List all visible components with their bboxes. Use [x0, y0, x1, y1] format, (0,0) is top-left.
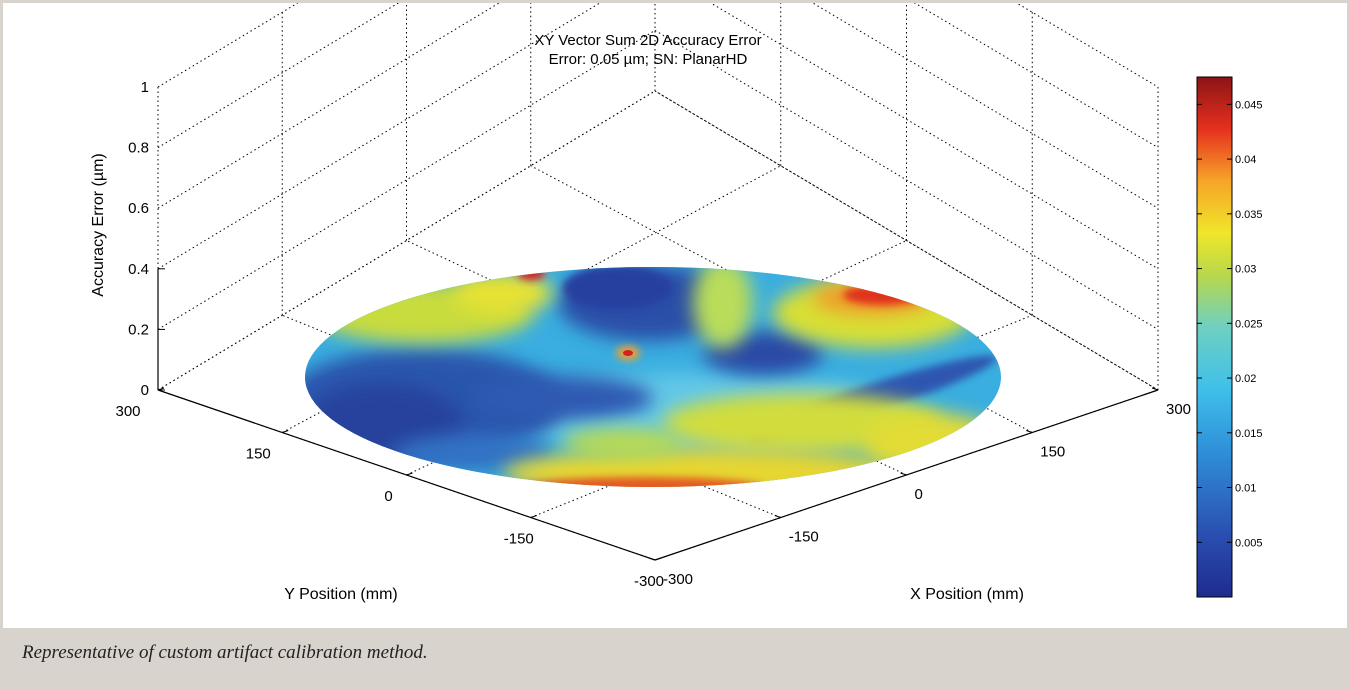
colorbar-tick-label: 0.015	[1235, 428, 1263, 440]
colorbar: 0.005 0.01 0.015 0.02 0.025 0.03 0.035 0.04 0.04…	[1196, 76, 1263, 598]
colorbar-tick-label: 0.01	[1235, 483, 1256, 495]
error-surface	[305, 267, 1001, 487]
z-tick-label: 0.2	[128, 321, 149, 338]
grid-line	[157, 0, 405, 149]
y-tick-label: 150	[246, 446, 271, 463]
x-axis-label: X Position (mm)	[910, 586, 1024, 603]
y-tick-label: -150	[504, 531, 534, 548]
y-tick-label: 0	[384, 488, 392, 505]
chart-figure: XY Vector Sum 2D Accuracy Error Error: 0…	[3, 0, 1347, 625]
grid-line	[806, 0, 1159, 209]
colorbar-tick-label: 0.03	[1235, 264, 1256, 276]
z-axis-label: Accuracy Error (µm)	[90, 153, 107, 296]
caption-bar	[0, 628, 1350, 689]
grid-line	[704, 0, 1159, 270]
grid-line	[908, 0, 1159, 149]
z-tick-label: 0.8	[128, 140, 149, 157]
y-axis-label: Y Position (mm)	[284, 586, 398, 603]
grid-line	[406, 240, 907, 476]
x-tick-label: 150	[1040, 444, 1065, 461]
chart-title: XY Vector Sum 2D Accuracy Error	[534, 32, 761, 49]
grid-line	[654, 29, 1159, 330]
grid-line	[654, 90, 1159, 391]
colorbar-gradient	[1196, 76, 1233, 598]
z-tick-label: 0.6	[128, 200, 149, 217]
colorbar-tick-label: 0.02	[1235, 373, 1256, 385]
z-tick-label: 0.4	[128, 261, 149, 278]
axis-ticks: 3001500-150-300-300-150015030000.20.40.6…	[115, 79, 1191, 590]
x-tick-label: -150	[789, 529, 819, 546]
chart-subtitle: Error: 0.05 µm; SN: PlanarHD	[549, 51, 748, 68]
z-tick-label: 1	[141, 79, 149, 96]
x-tick-label: -300	[663, 571, 693, 588]
colorbar-tick-label: 0.025	[1235, 318, 1263, 330]
y-tick-label: -300	[634, 573, 664, 590]
colorbar-tick-label: 0.005	[1235, 537, 1263, 549]
colorbar-tick-label: 0.04	[1235, 154, 1256, 166]
x-tick-label: 0	[915, 486, 923, 503]
surface-chart: XY Vector Sum 2D Accuracy Error Error: 0…	[90, 0, 1263, 603]
grid-line	[406, 240, 907, 476]
z-tick-label: 0	[141, 382, 149, 399]
x-tick-label: 300	[1166, 401, 1191, 418]
y-tick-label: 300	[115, 403, 140, 420]
colorbar-tick-label: 0.035	[1235, 209, 1263, 221]
figure-caption: Representative of custom artifact calibr…	[22, 642, 428, 663]
colorbar-tick-label: 0.045	[1235, 99, 1263, 111]
